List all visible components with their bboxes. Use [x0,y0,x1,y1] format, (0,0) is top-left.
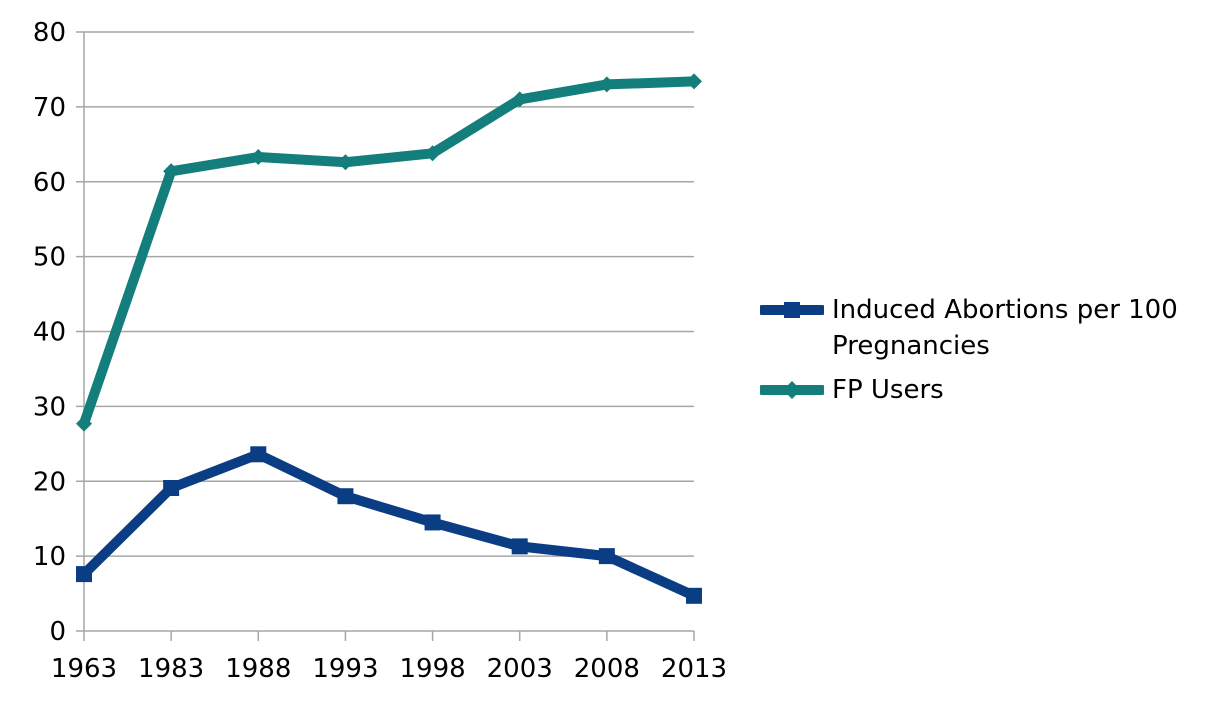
y-tick-label: 50 [33,243,66,273]
x-tick-label: 1963 [51,654,117,684]
y-tick-label: 60 [33,168,66,198]
data-point [424,145,441,162]
gridlines [84,31,694,557]
legend-item-fp-users: FP Users [760,372,1220,408]
x-tick-label: 1998 [399,654,465,684]
data-point [76,566,92,583]
legend-label-induced-abortions: Induced Abortions per 100 Pregnancies [832,295,1178,361]
data-point [250,446,267,463]
legend-swatch-induced-abortions [760,302,824,318]
data-point [250,149,267,166]
data-point [163,479,180,496]
y-tick-label: 10 [33,542,66,572]
data-point [511,91,528,108]
y-tick-label: 40 [33,318,66,348]
legend-swatch-fp-users [760,381,824,399]
x-tick-label: 2008 [574,654,640,684]
data-point [163,163,180,180]
y-tick-label: 30 [33,392,66,422]
data-point [337,488,354,505]
x-tick-label: 2003 [487,654,553,684]
y-tick-label: 20 [33,467,66,497]
data-point [686,73,702,90]
legend-label-fp-users: FP Users [832,375,944,405]
y-tick-label: 70 [33,93,66,123]
legend-item-induced-abortions: Induced Abortions per 100 Pregnancies [760,292,1220,364]
x-tick-label: 1988 [225,654,291,684]
data-point [598,76,615,93]
x-tick-label: 1993 [312,654,378,684]
axes: 0 10 20 30 40 50 60 70 80 1963 1983 1988 1993 1998 200… [33,18,727,684]
data-point [686,587,702,604]
x-tick-label: 1983 [138,654,204,684]
data-point [76,415,92,432]
data-point [598,548,615,565]
x-tick-label: 2013 [661,654,727,684]
series-line-0 [79,449,699,601]
data-point [511,538,528,555]
series-line-1 [79,76,699,429]
y-tick-label: 80 [33,18,66,48]
data-point [424,514,441,531]
data-point [337,154,354,171]
legend: Induced Abortions per 100 Pregnancies FP… [760,292,1220,416]
y-tick-label: 0 [49,617,66,647]
series-lines [76,73,702,604]
